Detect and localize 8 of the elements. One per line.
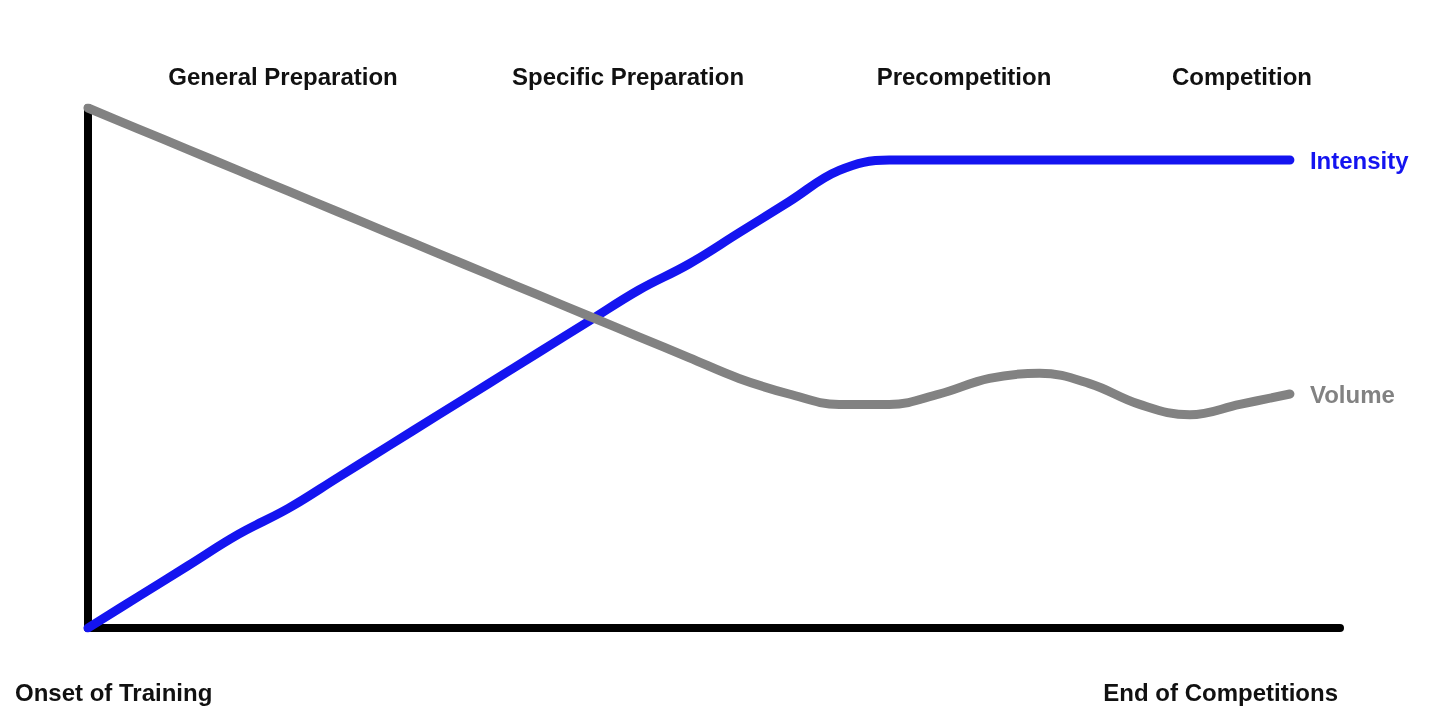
text: General Preparation (168, 62, 398, 90)
text: Precompetition (876, 62, 1052, 90)
text: End of Competitions (1103, 678, 1338, 706)
series-label: Intensity (1309, 146, 1410, 174)
text: Competition (1172, 62, 1312, 90)
text: Onset of Training (15, 678, 213, 706)
series-label: Volume (1309, 380, 1395, 408)
text: Specific Preparation (511, 62, 745, 90)
